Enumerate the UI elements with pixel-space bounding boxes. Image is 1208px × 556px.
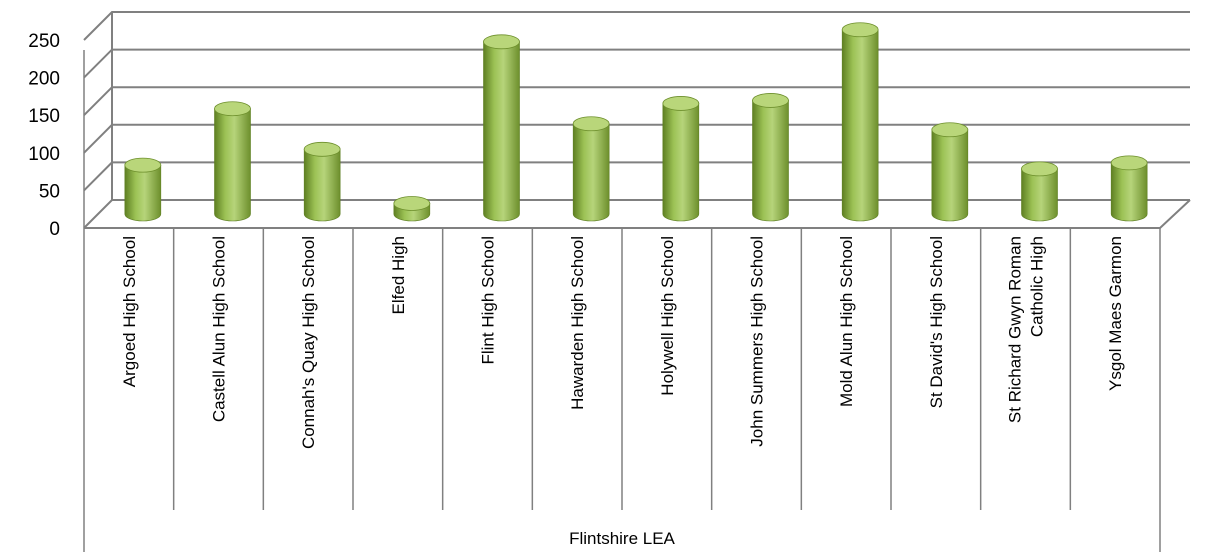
x-tick-label: Mold Alun High School xyxy=(837,236,856,407)
x-tick-label: Holywell High School xyxy=(658,236,677,396)
bar-body xyxy=(483,41,520,222)
bars xyxy=(124,22,1148,222)
bar-top xyxy=(483,34,520,50)
bar-body xyxy=(1021,168,1058,222)
bar-body xyxy=(214,108,251,222)
bar xyxy=(303,141,341,222)
bar-top xyxy=(662,96,700,111)
bar-body xyxy=(572,123,610,222)
bar-top xyxy=(303,141,341,157)
bar-top xyxy=(1110,155,1148,171)
group-label: Flintshire LEA xyxy=(569,529,675,548)
bar xyxy=(572,116,610,222)
gridline xyxy=(83,48,1190,79)
gridline xyxy=(83,11,1190,41)
x-tick-label-line: Catholic High xyxy=(1028,236,1047,337)
y-tick-label: 0 xyxy=(49,219,60,240)
bar xyxy=(752,93,789,222)
x-tick-label-line: Holywell High School xyxy=(658,236,677,396)
bar-top xyxy=(124,157,162,173)
x-tick-label-line: Castell Alun High School xyxy=(210,236,229,422)
x-tick-label: Connah's Quay High School xyxy=(299,236,318,449)
x-tick-label-line: Mold Alun High School xyxy=(837,236,856,407)
category-table: Argoed High School Castell Alun High Scho… xyxy=(83,228,1161,552)
x-tick-label: Castell Alun High School xyxy=(210,236,229,422)
x-tick-label-line: Connah's Quay High School xyxy=(299,236,318,449)
bar-top xyxy=(214,101,251,117)
x-tick-label: Argoed High School xyxy=(120,236,139,387)
bar xyxy=(483,34,520,222)
bar xyxy=(1110,155,1148,222)
y-tick-label: 50 xyxy=(39,181,60,202)
x-tick-label: Ysgol Maes Garmon xyxy=(1106,236,1125,391)
y-axis-ticks: 0 50 100 150 200 250 xyxy=(28,31,60,240)
bar-top xyxy=(931,122,969,138)
bar-top xyxy=(1021,161,1058,177)
x-tick-label-line: St Richard Gwyn Roman xyxy=(1006,236,1025,423)
bar-body xyxy=(662,103,700,222)
y-tick-label: 150 xyxy=(28,106,60,127)
bar-body xyxy=(752,100,789,222)
y-tick-label: 200 xyxy=(28,69,60,90)
bar-body xyxy=(1110,162,1148,222)
bar xyxy=(931,122,969,222)
bar-body xyxy=(303,149,341,222)
x-tick-label: John Summers High School xyxy=(748,236,767,447)
bar-top xyxy=(393,196,431,211)
bar xyxy=(662,96,700,222)
bar-top xyxy=(841,22,879,38)
y-tick-label: 250 xyxy=(28,31,60,52)
x-tick-label-line: Ysgol Maes Garmon xyxy=(1106,236,1125,391)
bar-top xyxy=(752,93,789,108)
x-tick-label: St Richard Gwyn Roman Catholic High xyxy=(1006,236,1047,423)
x-tick-label-line: John Summers High School xyxy=(748,236,767,447)
x-tick-label: Elfed High xyxy=(389,236,408,314)
x-tick-label-line: Hawarden High School xyxy=(568,236,587,410)
x-tick-label: Flint High School xyxy=(479,236,498,365)
bar-body xyxy=(931,129,969,222)
x-tick-label-line: Flint High School xyxy=(479,236,498,365)
bar-body xyxy=(841,29,879,222)
y-tick-label: 100 xyxy=(28,144,60,165)
bar-top xyxy=(572,116,610,132)
x-tick-label-line: St David's High School xyxy=(927,236,946,408)
bar xyxy=(124,157,162,222)
bar-body xyxy=(124,164,162,222)
bar xyxy=(214,101,251,222)
bar xyxy=(841,22,879,222)
x-tick-label: Hawarden High School xyxy=(568,236,587,410)
bar xyxy=(1021,161,1058,222)
bar xyxy=(393,196,431,222)
x-tick-label-line: Argoed High School xyxy=(120,236,139,387)
x-tick-label-line: Elfed High xyxy=(389,236,408,314)
x-tick-label: St David's High School xyxy=(927,236,946,408)
